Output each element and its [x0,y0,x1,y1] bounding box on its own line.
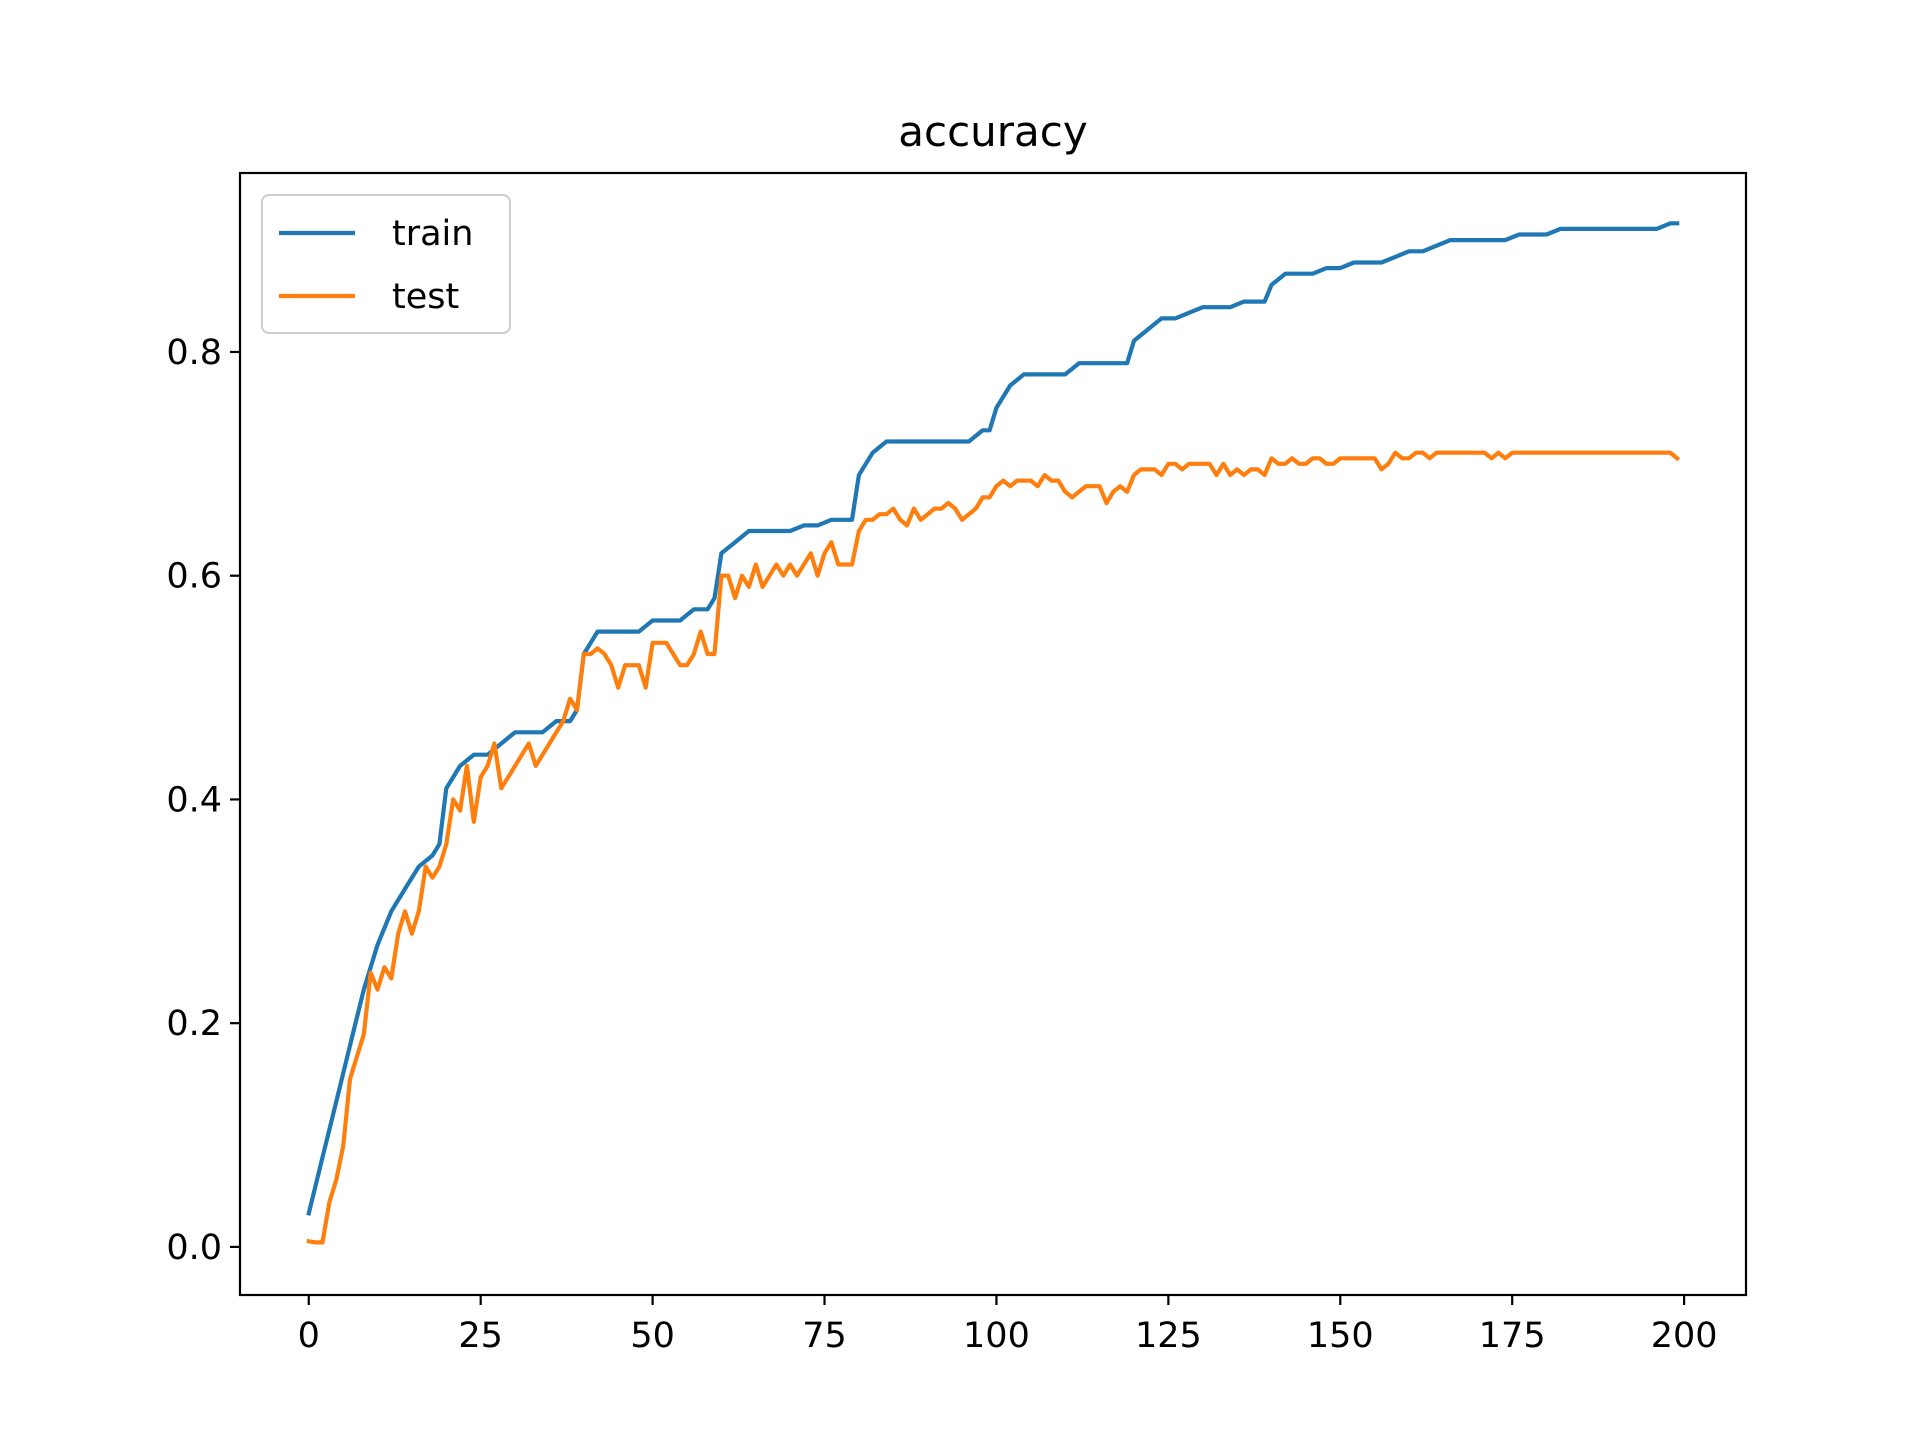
x-axis: 0 25 50 75 100 125 150 175 200 [298,1295,1718,1356]
legend-label-test: test [392,277,459,317]
x-tick-label: 125 [1135,1316,1202,1356]
plot-frame [238,171,1748,1297]
x-tick-label: 50 [630,1316,675,1356]
y-axis: 0.0 0.2 0.4 0.6 0.8 [166,333,240,1268]
series-layer [306,221,1681,1245]
legend-box [261,194,511,334]
legend: train test [261,194,511,334]
y-tick-label: 0.4 [166,780,222,820]
x-tick-label: 150 [1307,1316,1374,1356]
y-tick-label: 0.2 [166,1004,222,1044]
series-line-train [306,221,1680,1216]
x-tick-label: 75 [802,1316,847,1356]
x-tick-label: 200 [1651,1316,1718,1356]
chart-title: accuracy [898,107,1088,156]
x-tick-label: 0 [298,1316,320,1356]
x-tick-label: 25 [458,1316,503,1356]
x-tick-label: 100 [963,1316,1030,1356]
y-tick-label: 0.6 [166,557,222,597]
x-tick-label: 175 [1479,1316,1546,1356]
legend-label-train: train [392,214,473,254]
y-tick-label: 0.8 [166,333,222,373]
series-line-test [306,450,1681,1245]
y-tick-label: 0.0 [166,1228,222,1268]
